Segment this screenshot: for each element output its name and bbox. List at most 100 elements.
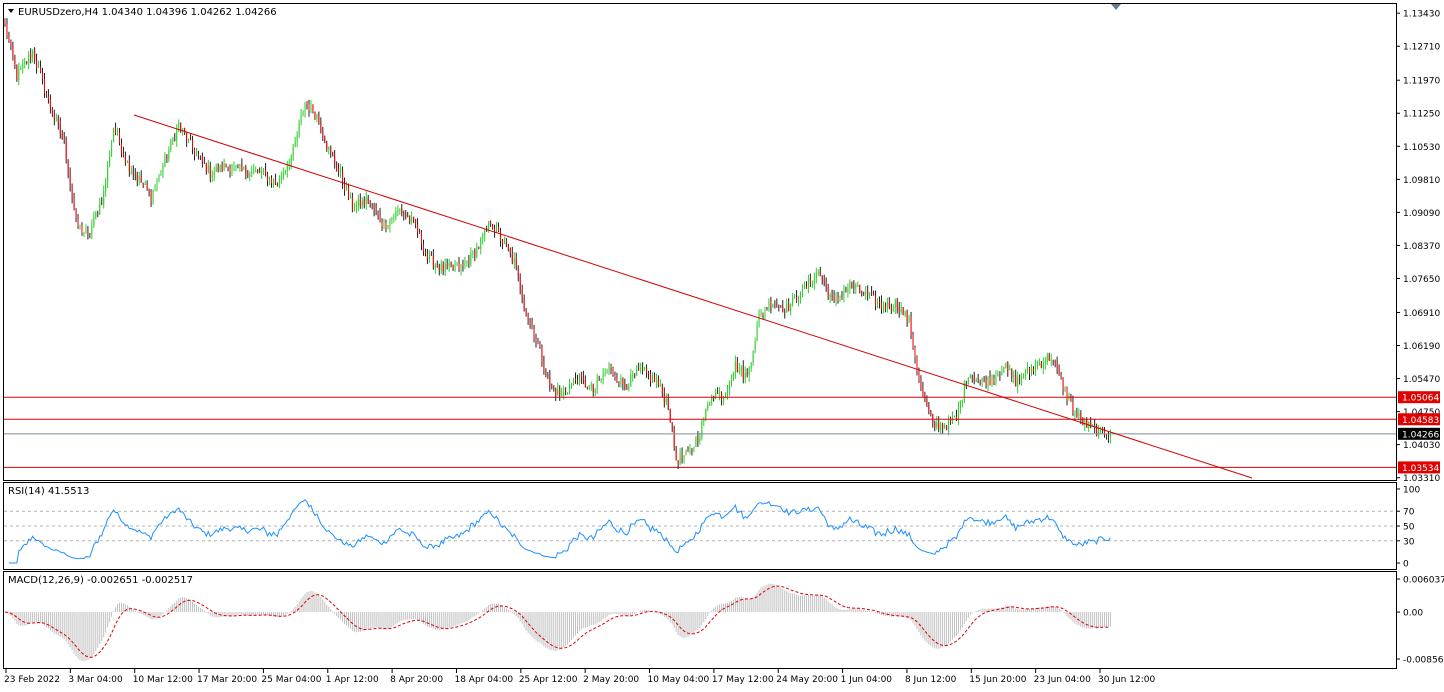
- candle-body: [247, 173, 249, 177]
- candle-body: [940, 424, 942, 430]
- candle-body: [472, 251, 474, 253]
- candle-body: [559, 389, 561, 395]
- candle-body: [1107, 436, 1109, 438]
- y-axis-label: 1.13430: [1403, 10, 1440, 20]
- candle-body: [1102, 427, 1104, 430]
- candle-body: [399, 208, 401, 211]
- candle-body: [223, 163, 225, 171]
- x-axis-label: 23 Feb 2022: [4, 675, 60, 685]
- candle-body: [326, 142, 328, 149]
- candle-body: [42, 72, 44, 80]
- candle-body: [926, 399, 928, 407]
- price-tag: [1398, 391, 1440, 404]
- candle-body: [851, 282, 853, 287]
- candle-body: [355, 204, 357, 210]
- candle-body: [679, 453, 681, 464]
- rsi-line: [8, 499, 1111, 564]
- candle-body: [162, 166, 164, 174]
- candle-body: [235, 165, 237, 167]
- candle-body: [859, 284, 861, 292]
- candle-body: [87, 230, 89, 234]
- candle-body: [612, 367, 614, 375]
- candle-body: [446, 264, 448, 267]
- candle-body: [604, 373, 606, 375]
- candle-body: [4, 19, 6, 25]
- candle-body: [1011, 369, 1013, 378]
- candle-body: [1064, 387, 1066, 391]
- candle-body: [371, 203, 373, 205]
- main-panel-header: EURUSDzero,H4 1.04340 1.04396 1.04262 1.…: [18, 7, 277, 18]
- macd-panel-header: MACD(12,26,9) -0.002651 -0.002517: [8, 575, 193, 586]
- candle-body: [736, 361, 738, 372]
- candle-body: [794, 296, 796, 298]
- candle-body: [948, 418, 950, 430]
- candle-body: [780, 305, 782, 307]
- x-axis-label: 1 Apr 12:00: [326, 675, 379, 685]
- candle-body: [126, 161, 128, 163]
- candle-body: [243, 166, 245, 170]
- candle-body: [987, 376, 989, 387]
- candle-body: [531, 323, 533, 330]
- candle-body: [565, 391, 567, 393]
- candle-body: [505, 241, 507, 246]
- candle-body: [721, 393, 723, 400]
- candle-body: [989, 376, 991, 386]
- candle-body: [332, 151, 334, 157]
- candle-body: [1029, 368, 1031, 374]
- candle-body: [442, 263, 444, 272]
- candle-body: [776, 305, 778, 307]
- candle-body: [995, 376, 997, 383]
- candle-body: [598, 380, 600, 382]
- x-axis-label: 1 Jun 04:00: [841, 675, 893, 685]
- candle-body: [1042, 363, 1044, 368]
- candle-body: [458, 263, 460, 270]
- candle-body: [1068, 398, 1070, 400]
- candle-body: [871, 292, 873, 294]
- candle-body: [320, 122, 322, 132]
- candle-body: [270, 177, 272, 184]
- chart-shift-marker-icon[interactable]: [1111, 4, 1121, 10]
- candle-body: [55, 117, 57, 119]
- candle-body: [616, 377, 618, 383]
- candle-body: [950, 418, 952, 422]
- symbol-dropdown-icon[interactable]: [8, 9, 14, 13]
- candle-body: [908, 317, 910, 323]
- candle-body: [849, 282, 851, 288]
- candle-body: [515, 258, 517, 268]
- candle-body: [1054, 360, 1056, 364]
- candle-body: [241, 164, 243, 170]
- candle-body: [726, 390, 728, 394]
- candle-body: [484, 228, 486, 236]
- candle-body: [801, 287, 803, 298]
- candle-body: [156, 180, 158, 187]
- candle-body: [740, 366, 742, 370]
- candle-body: [397, 210, 399, 212]
- candle-body: [561, 394, 563, 396]
- candle-body: [182, 128, 184, 130]
- candle-body: [685, 450, 687, 456]
- candle-body: [697, 437, 699, 441]
- candle-body: [1092, 424, 1094, 426]
- candle-body: [509, 249, 511, 254]
- candle-body: [267, 173, 269, 182]
- candle-body: [578, 373, 580, 383]
- candle-body: [166, 155, 168, 159]
- candle-body: [474, 251, 476, 257]
- candle-body: [338, 169, 340, 172]
- candle-body: [610, 365, 612, 368]
- candle-body: [18, 69, 20, 81]
- candle-body: [499, 231, 501, 241]
- candle-body: [723, 397, 725, 400]
- y-axis-label: 1.09810: [1403, 176, 1440, 186]
- candle-body: [961, 400, 963, 403]
- candle-body: [916, 357, 918, 372]
- candle-body: [1094, 424, 1096, 428]
- candle-body: [379, 214, 381, 222]
- candle-body: [83, 233, 85, 235]
- candle-body: [644, 367, 646, 369]
- candle-body: [638, 369, 640, 371]
- candle-body: [227, 167, 229, 169]
- candle-body: [1021, 377, 1023, 380]
- candle-body: [67, 160, 69, 174]
